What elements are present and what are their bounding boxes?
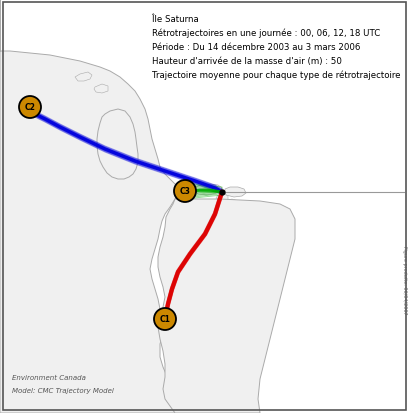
Polygon shape xyxy=(225,188,246,197)
Text: Model: CMC Trajectory Model: Model: CMC Trajectory Model xyxy=(12,387,114,393)
Circle shape xyxy=(174,180,196,202)
Text: Environment Canada: Environment Canada xyxy=(12,374,86,380)
Polygon shape xyxy=(94,85,108,94)
Polygon shape xyxy=(97,110,138,180)
Polygon shape xyxy=(75,73,92,82)
Text: Trajectoire moyenne pour chaque type de rétrotrajectoire: Trajectoire moyenne pour chaque type de … xyxy=(152,71,400,80)
Text: Période : Du 14 décembre 2003 au 3 mars 2006: Période : Du 14 décembre 2003 au 3 mars … xyxy=(152,43,360,52)
Polygon shape xyxy=(195,185,222,195)
Text: Hauteur d'arrivée de la masse d'air (m) : 50: Hauteur d'arrivée de la masse d'air (m) … xyxy=(152,57,342,66)
Text: Rétrotrajectoires en une journée : 00, 06, 12, 18 UTC: Rétrotrajectoires en une journée : 00, 0… xyxy=(152,29,380,38)
Text: C2: C2 xyxy=(25,103,36,112)
Text: Île Saturna: Île Saturna xyxy=(152,15,199,24)
Text: Figure produite: 06/04/2007: Figure produite: 06/04/2007 xyxy=(402,245,407,313)
Text: C1: C1 xyxy=(160,315,171,324)
Circle shape xyxy=(154,308,176,330)
Circle shape xyxy=(19,97,41,119)
Text: C3: C3 xyxy=(180,187,191,196)
Polygon shape xyxy=(216,195,228,204)
Polygon shape xyxy=(158,199,295,413)
Polygon shape xyxy=(223,199,238,209)
Polygon shape xyxy=(0,0,180,413)
